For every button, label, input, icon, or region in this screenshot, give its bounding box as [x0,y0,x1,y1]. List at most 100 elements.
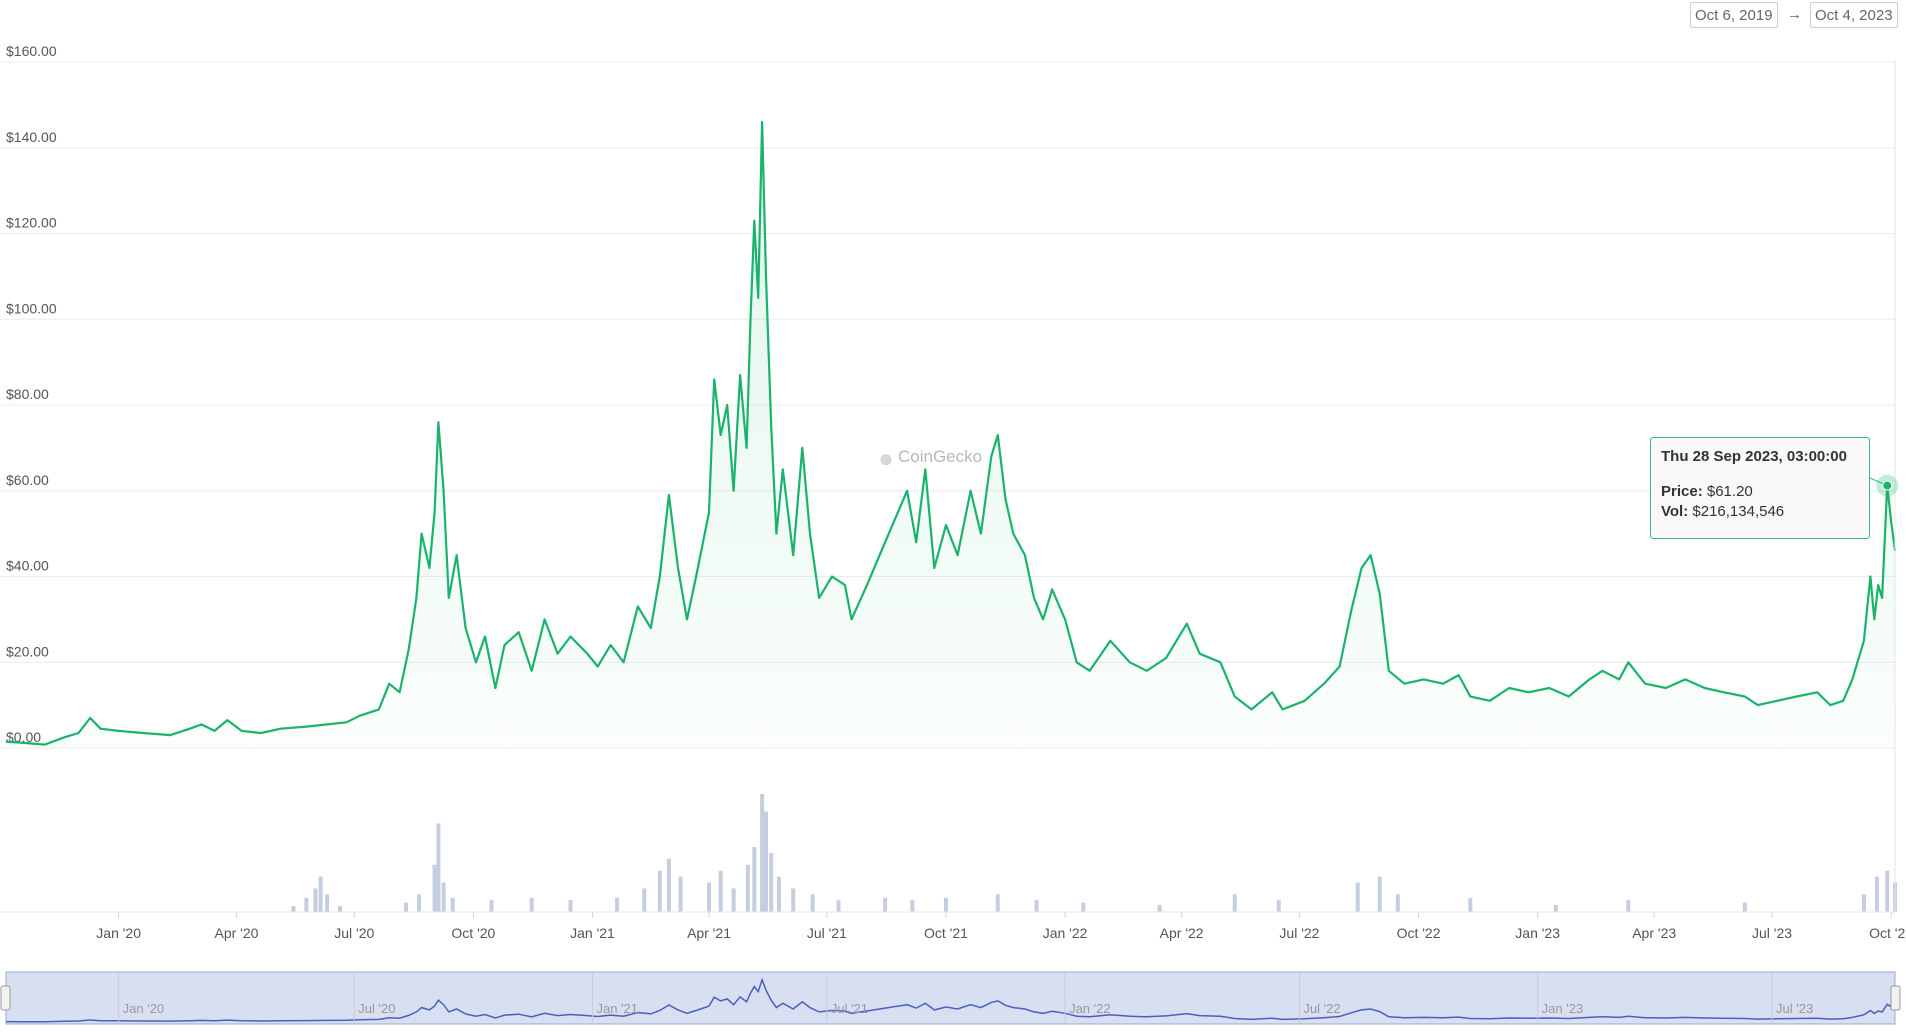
x-axis: Jan '20 Apr '20 Jul '20 Oct '20 Jan '21 Apr '… [96,912,1906,941]
navigator-background [5,971,1896,1025]
y-tick-label: $80.00 [6,386,49,402]
volume-bar [568,900,573,912]
grid-lines [0,61,1895,749]
tooltip: Thu 28 Sep 2023, 03:00:00 Price: $61.20 … [1650,437,1870,539]
volume-bar [666,858,671,912]
volume-bar [338,906,343,912]
volume-bar [1355,882,1360,912]
x-tick-label: Oct '22 [1397,925,1441,941]
x-tick-label: Jul '20 [334,925,374,941]
y-axis-labels: $0.00 $20.00 $40.00 $60.00 $80.00 $100.00 $120… [6,43,57,745]
volume-bar [417,894,422,912]
volume-bar [707,882,712,912]
volume-bar [678,876,683,912]
navigator-label: Jul '21 [831,1001,868,1016]
range-from-input[interactable]: Oct 6, 2019 [1690,2,1778,28]
navigator-handle-right[interactable] [1890,985,1901,1011]
volume-bar [1874,876,1879,912]
volume-bar [1885,870,1890,912]
watermark: CoinGecko [898,447,982,466]
volume-bar [441,882,446,912]
volume-bar [1232,894,1237,912]
volume-bar [752,847,757,912]
navigator-label: Jan '22 [1069,1001,1111,1016]
x-tick-label: Apr '20 [214,925,258,941]
tooltip-vol-value: $216,134,546 [1692,503,1785,520]
volume-bar [745,864,750,912]
volume-bar [1395,894,1400,912]
volume-bar [529,897,534,912]
volume-bar [489,900,494,912]
price-area [6,122,1895,748]
volume-bar [1081,902,1086,912]
navigator-label: Jul '22 [1303,1001,1340,1016]
x-tick-label: Oct '21 [924,925,968,941]
x-tick-label: Jan '23 [1515,925,1560,941]
tooltip-vol-row: Vol: $216,134,546 [1661,503,1859,520]
volume-bars [291,794,1897,912]
y-tick-label: $120.00 [6,215,57,231]
tooltip-price-value: $61.20 [1706,483,1753,500]
volume-bar [291,906,296,912]
y-tick-label: $100.00 [6,300,57,316]
volume-bar [325,894,330,912]
volume-bar [943,897,948,912]
y-tick-label: $60.00 [6,472,49,488]
volume-bar [436,823,441,912]
volume-bar [810,894,815,912]
volume-bar [910,900,915,912]
volume-bar [318,876,323,912]
x-tick-label: Jul '21 [807,925,847,941]
volume-bar [1742,902,1747,912]
volume-bar [836,900,841,912]
x-tick-label: Jan '21 [570,925,615,941]
range-to-input[interactable]: Oct 4, 2023 [1810,2,1898,28]
y-tick-label: $0.00 [6,729,41,745]
volume-bar [450,897,455,912]
volume-bar [1626,900,1631,912]
volume-bar [432,864,437,912]
volume-bar [1553,904,1558,912]
x-tick-label: Jul '22 [1279,925,1319,941]
volume-bar [731,888,736,912]
x-tick-label: Jul '23 [1752,925,1792,941]
volume-bar [615,897,620,912]
navigator-label: Jan '20 [123,1001,165,1016]
y-tick-label: $40.00 [6,558,49,574]
volume-bar [304,897,309,912]
volume-bar [995,894,1000,912]
x-tick-label: Apr '22 [1160,925,1204,941]
volume-bar [1157,904,1162,912]
volume-bar [883,897,888,912]
tooltip-price-label: Price: [1661,483,1703,500]
y-tick-label: $160.00 [6,43,57,59]
tooltip-title: Thu 28 Sep 2023, 03:00:00 [1661,448,1847,465]
navigator[interactable]: Jan '20 Jul '20 Jan '21 Jul '21 Jan '22 Jul '… [0,971,1901,1025]
x-tick-label: Apr '21 [687,925,731,941]
navigator-label: Jan '23 [1542,1001,1584,1016]
navigator-label: Jul '23 [1776,1001,1813,1016]
navigator-labels: Jan '20 Jul '20 Jan '21 Jul '21 Jan '22 Jul '… [118,972,1813,1024]
x-tick-label: Apr '23 [1632,925,1676,941]
range-arrow: → [1787,6,1802,23]
tooltip-point [1882,480,1893,491]
x-tick-label: Oct '23 [1869,925,1906,941]
tooltip-vol-label: Vol: [1661,503,1689,520]
volume-bar [313,888,318,912]
volume-bar [1276,900,1281,912]
price-line [5,120,1897,746]
y-tick-label: $140.00 [6,129,57,145]
y-tick-label: $20.00 [6,643,49,659]
x-tick-label: Oct '20 [451,925,495,941]
navigator-line [5,977,1896,1023]
x-tick-label: Jan '20 [96,925,141,941]
volume-bar [791,888,796,912]
volume-bar [718,870,723,912]
volume-bar [764,811,769,912]
volume-bar [1377,876,1382,912]
navigator-handle-left[interactable] [0,985,11,1011]
volume-bar [657,870,662,912]
navigator-label: Jan '21 [597,1001,639,1016]
volume-bar [404,902,409,912]
